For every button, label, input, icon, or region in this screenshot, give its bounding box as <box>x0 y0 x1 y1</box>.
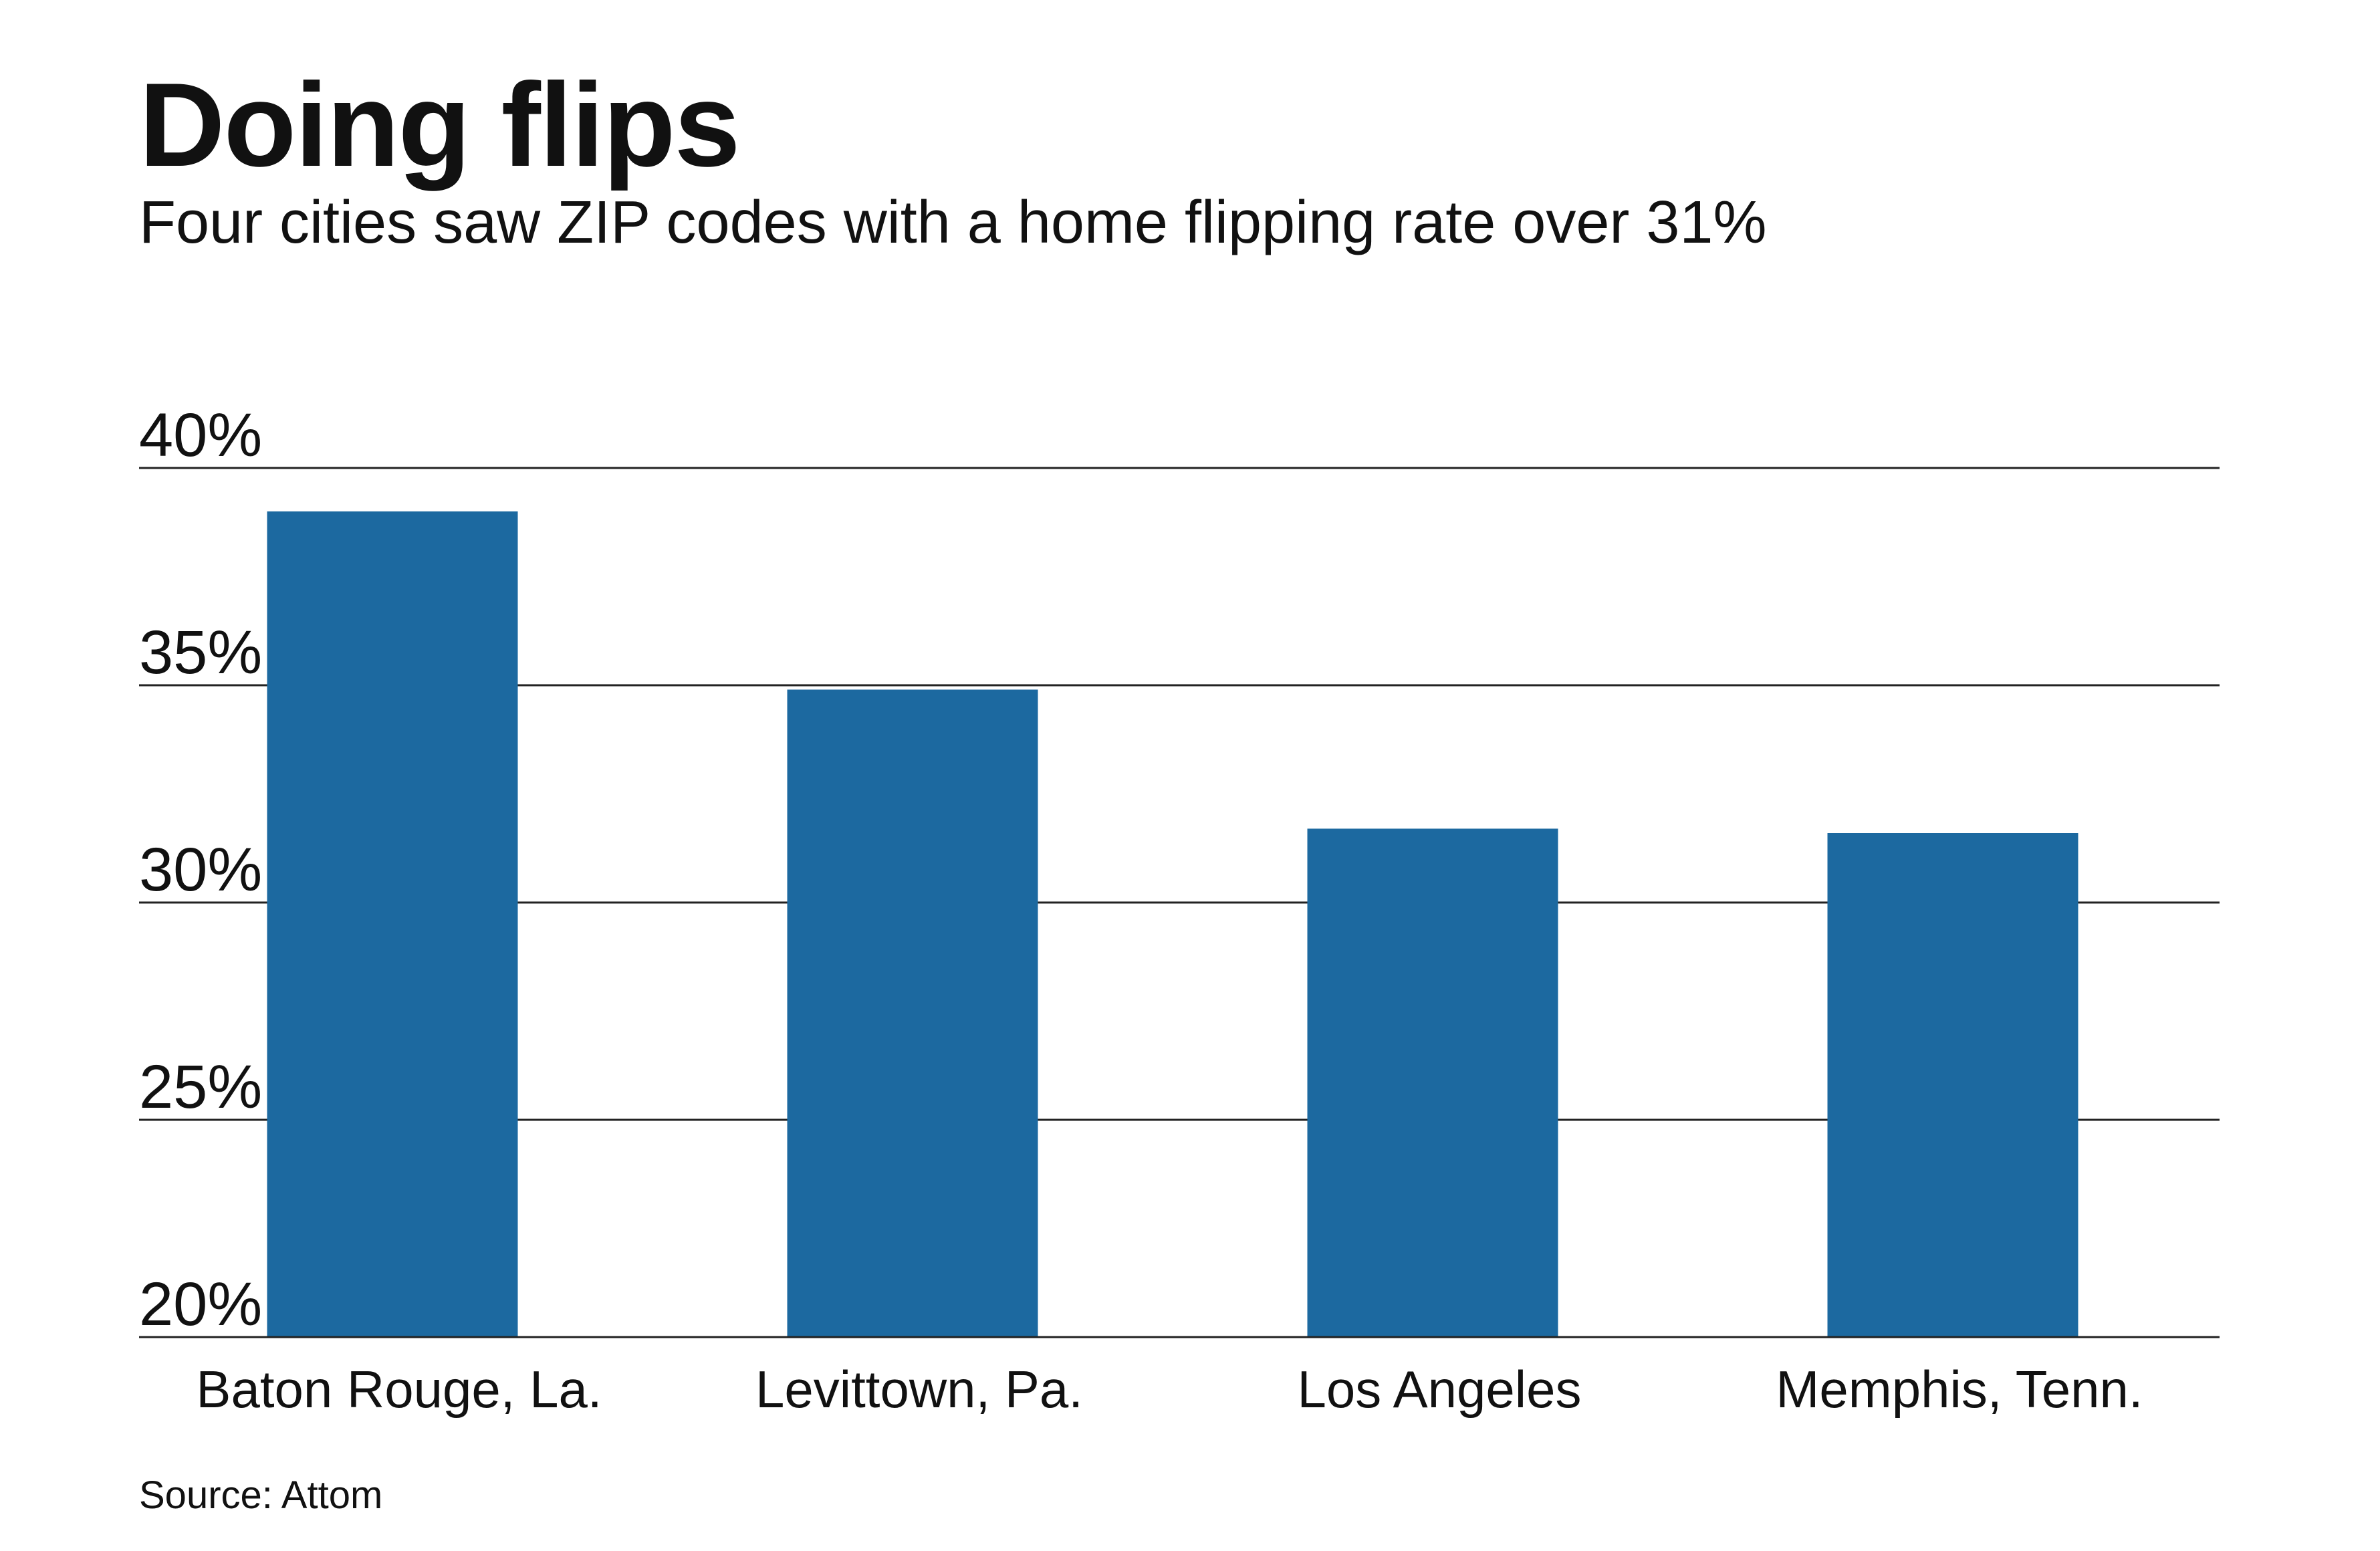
bars <box>267 511 2078 1337</box>
x-axis-labels: Baton Rouge, La. Levittown, Pa. Los Angele… <box>139 1336 2220 1419</box>
source-note: Source: Attom <box>139 1473 383 1517</box>
y-tick-label: 40% <box>139 401 262 469</box>
x-category-label: Baton Rouge, La. <box>196 1360 602 1419</box>
y-tick-label: 35% <box>139 618 262 687</box>
x-category-label: Memphis, Tenn. <box>1776 1360 2143 1419</box>
y-axis-ticks: 20% 25% 30% 35% 40% <box>139 401 262 1338</box>
x-category-label: Levittown, Pa. <box>755 1360 1083 1419</box>
chart-subtitle: Four cities saw ZIP codes with a home fl… <box>139 189 1767 256</box>
x-category-label: Los Angeles <box>1297 1360 1581 1419</box>
bar <box>787 689 1038 1337</box>
bar <box>267 511 518 1337</box>
y-tick-label: 25% <box>139 1053 262 1121</box>
bar <box>1307 828 1558 1337</box>
bar <box>1827 833 2078 1337</box>
chart-title: Doing flips <box>139 58 741 191</box>
y-tick-label: 30% <box>139 836 262 904</box>
y-tick-label: 20% <box>139 1270 262 1338</box>
